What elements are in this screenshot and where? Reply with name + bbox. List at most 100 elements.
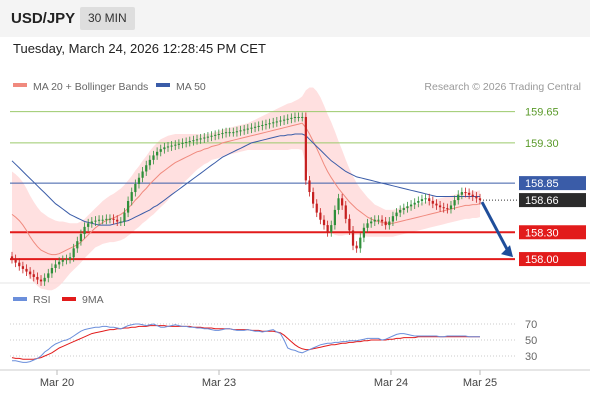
candle — [264, 119, 268, 130]
candle — [402, 203, 405, 215]
candle-body — [272, 122, 275, 124]
candle — [65, 254, 68, 265]
candle — [239, 125, 242, 136]
candle-body — [275, 121, 278, 123]
candle-body — [90, 221, 93, 224]
candle-body — [18, 262, 21, 267]
candle — [453, 195, 456, 210]
candle-body — [399, 209, 402, 213]
candle-body — [130, 192, 133, 201]
candle-body — [417, 200, 420, 203]
rsi-legend-swatch — [13, 297, 27, 301]
candle — [301, 112, 304, 122]
candle — [359, 233, 362, 253]
candle — [478, 193, 482, 205]
candle — [344, 200, 347, 224]
candle-body — [264, 124, 268, 126]
candle — [290, 113, 293, 124]
candle-body — [152, 155, 155, 160]
candle-body — [83, 226, 86, 235]
currency-pair-title: USD/JPY — [11, 10, 76, 27]
candle-body — [206, 136, 210, 138]
candle — [348, 214, 351, 235]
candle — [32, 269, 35, 282]
candle — [61, 255, 64, 267]
candle-body — [330, 225, 333, 233]
candle-body — [326, 225, 329, 233]
candle-body — [312, 192, 315, 204]
candle-body — [286, 118, 289, 120]
candle — [275, 116, 278, 127]
candle-body — [61, 259, 64, 262]
x-tick-label-2: Mar 24 — [374, 377, 408, 389]
candle — [195, 134, 199, 145]
candle-body — [402, 208, 405, 210]
candle-body — [177, 143, 180, 145]
rsi-tick-label-30: 30 — [525, 351, 537, 363]
candle-body — [246, 128, 249, 130]
candle-body — [163, 147, 166, 150]
candle — [170, 141, 173, 151]
candle-body — [424, 198, 427, 200]
rsi-tick-label-70: 70 — [525, 319, 537, 331]
candle — [391, 211, 395, 226]
candle-body — [108, 218, 112, 220]
candle — [337, 193, 340, 215]
candle — [366, 218, 369, 233]
candle — [268, 118, 271, 129]
candle-body — [119, 221, 122, 223]
candle — [330, 220, 333, 237]
candle — [373, 215, 376, 226]
candle — [228, 127, 231, 137]
candle-body — [68, 257, 72, 260]
candle — [72, 243, 75, 262]
candle-body — [420, 199, 424, 201]
candle — [123, 208, 126, 226]
bollinger-band — [12, 87, 480, 291]
candle-body — [304, 116, 307, 181]
interval-button[interactable]: 30 MIN — [80, 7, 135, 30]
candle-body — [39, 279, 43, 282]
candle — [279, 116, 282, 126]
candle-body — [58, 261, 61, 265]
candle — [14, 254, 17, 268]
candle-body — [409, 204, 413, 207]
x-axis: Mar 20 Mar 23 Mar 24 Mar 25 — [40, 370, 497, 389]
candle — [457, 190, 460, 205]
header-bar: USD/JPY 30 MIN — [0, 0, 590, 37]
candle — [163, 142, 166, 154]
candle-body — [14, 259, 17, 263]
candle — [214, 130, 217, 141]
candle-body — [94, 220, 97, 222]
candle-body — [308, 180, 311, 193]
candle-body — [290, 117, 293, 119]
candle-body — [250, 127, 253, 129]
candle-body — [337, 198, 340, 210]
candle-body — [199, 138, 202, 140]
candle-body — [36, 276, 39, 280]
candle-body — [47, 273, 50, 278]
candle-body — [72, 248, 75, 258]
candle — [431, 196, 434, 209]
candle — [206, 132, 210, 142]
candle-body — [446, 208, 449, 210]
rsi-ma-legend-swatch — [62, 297, 76, 301]
candle — [355, 241, 358, 253]
candle-body — [442, 207, 445, 209]
candle — [116, 215, 119, 226]
candle-body — [203, 137, 206, 139]
candle — [409, 200, 413, 211]
candle-body — [224, 132, 228, 134]
candle — [257, 121, 260, 132]
candle — [10, 251, 14, 264]
candle — [152, 150, 155, 165]
candle-body — [25, 268, 28, 272]
candle — [203, 133, 206, 143]
candle-body — [10, 256, 14, 260]
candle-body — [32, 274, 35, 277]
candle-body — [141, 171, 144, 178]
candle — [460, 187, 463, 200]
price-panel: 159.65 159.30 158.85 158.30 158.00 158.66 — [10, 87, 586, 291]
candle — [406, 201, 409, 213]
